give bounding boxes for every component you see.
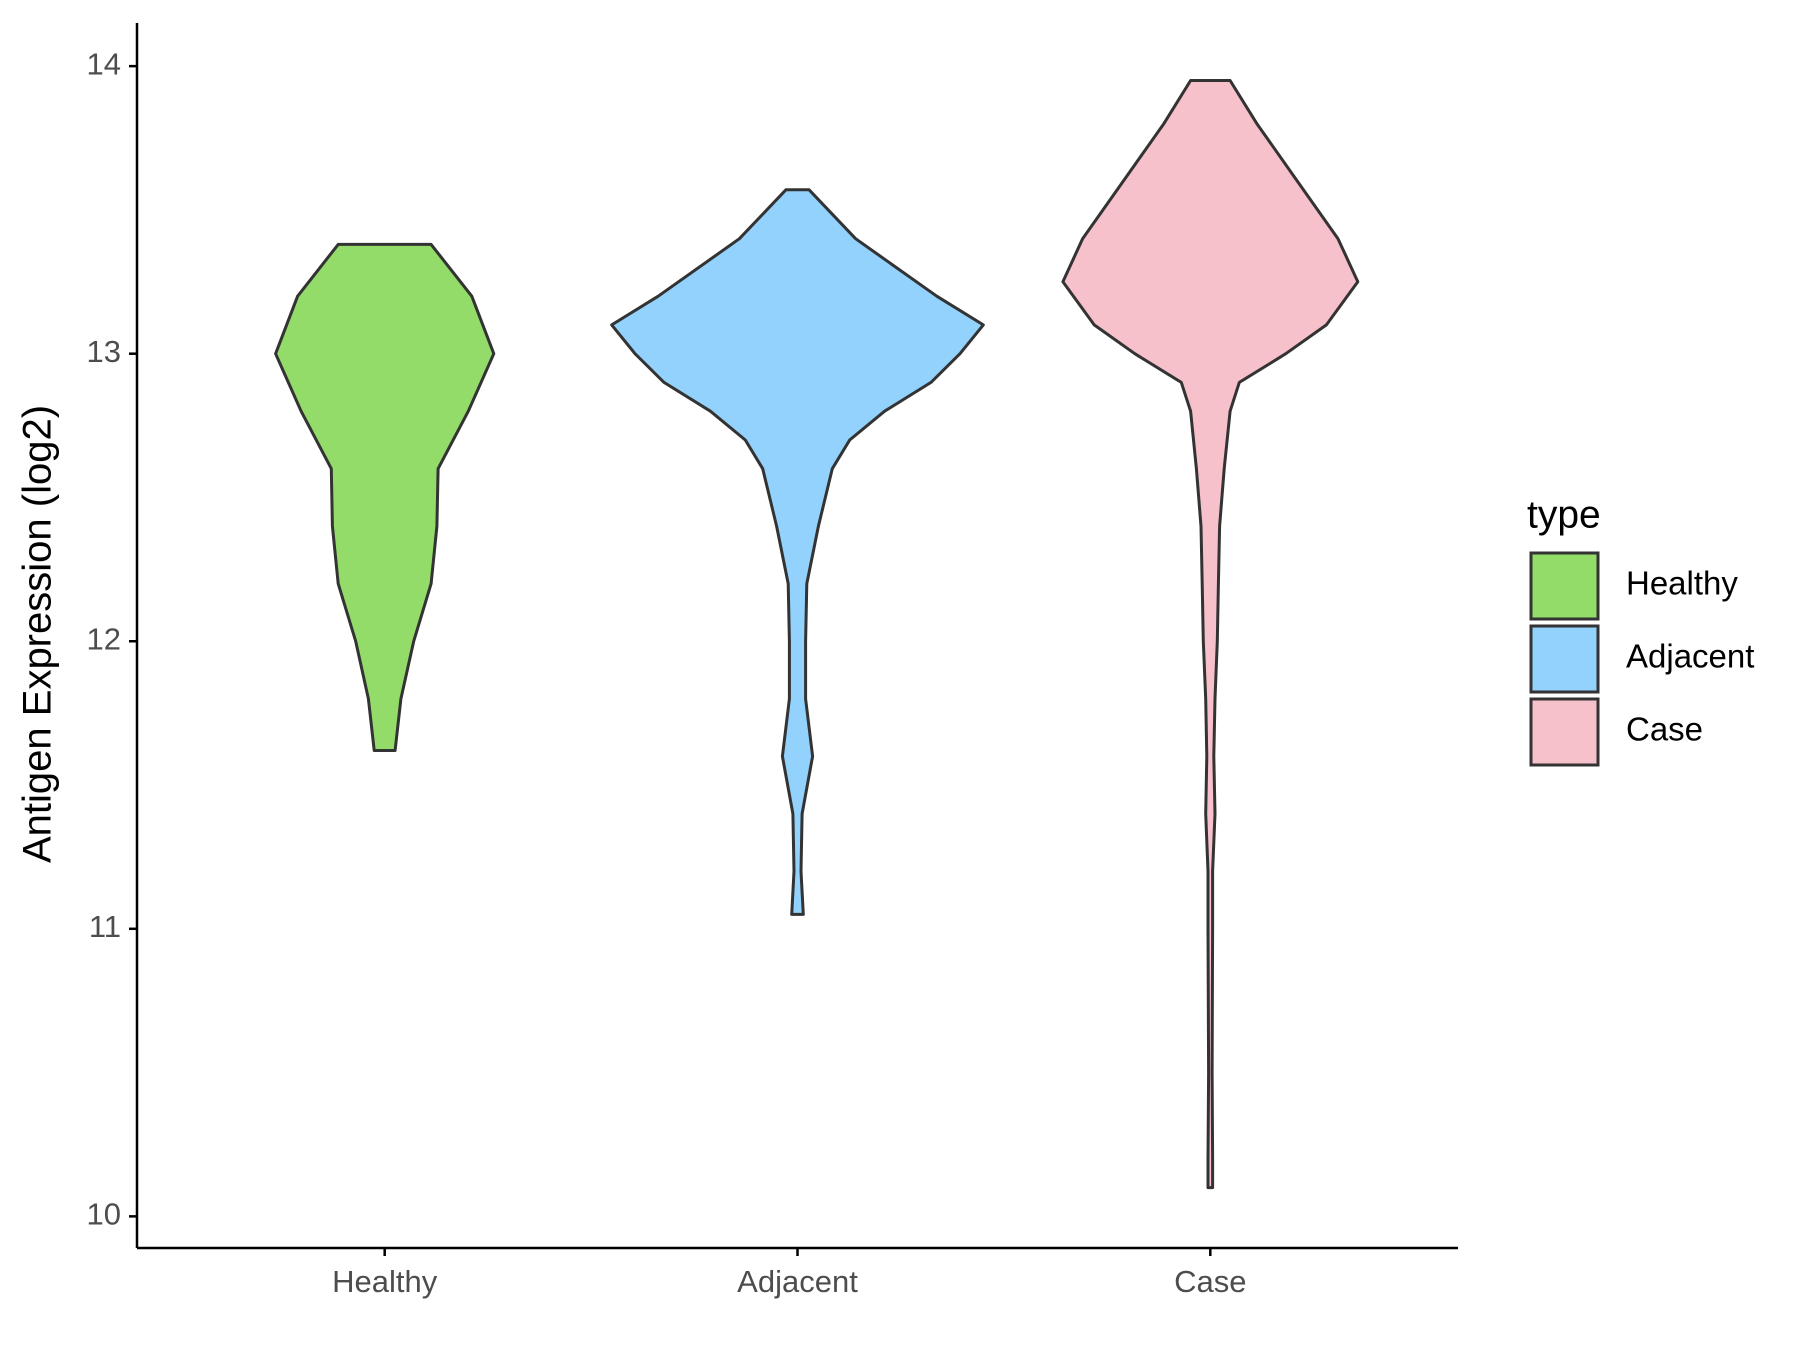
legend-label: Healthy bbox=[1626, 565, 1738, 602]
violin bbox=[610, 188, 985, 916]
legend-key bbox=[1529, 697, 1600, 767]
legend-key bbox=[1529, 551, 1600, 621]
y-tick-label: 12 bbox=[87, 621, 121, 656]
y-tick-label: 13 bbox=[87, 334, 121, 369]
x-tick-label: Case bbox=[1174, 1264, 1246, 1299]
violin bbox=[1061, 79, 1360, 1190]
legend-key bbox=[1529, 624, 1600, 694]
y-tick-label: 14 bbox=[87, 46, 121, 81]
violin bbox=[274, 242, 496, 752]
legend-label: Case bbox=[1626, 711, 1703, 748]
x-tick-label: Healthy bbox=[332, 1264, 438, 1299]
legend-label: Adjacent bbox=[1626, 638, 1754, 675]
y-tick-label: 10 bbox=[87, 1197, 121, 1232]
y-axis-title: Antigen Expression (log2) bbox=[16, 405, 60, 863]
legend-title: type bbox=[1527, 493, 1601, 536]
y-tick-label: 11 bbox=[89, 909, 121, 944]
x-tick-label: Adjacent bbox=[737, 1264, 858, 1299]
